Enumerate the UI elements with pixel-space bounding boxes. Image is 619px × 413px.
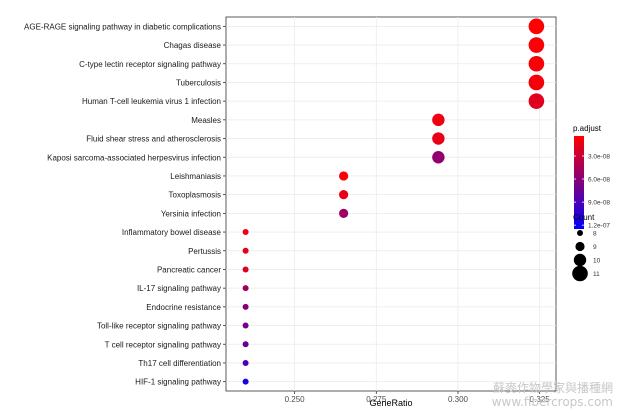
data-point xyxy=(528,93,545,109)
size-legend-keys: 8 9 10 11 xyxy=(572,230,601,282)
y-tick-label: Chagas disease xyxy=(164,41,222,50)
color-legend: p.adjust 3.0e-08 6.0e-08 9.0e-08 1.2e-07 xyxy=(573,124,610,230)
watermark-line-2: www.fibercrops.com xyxy=(491,395,613,409)
size-legend-key xyxy=(575,241,585,252)
data-point xyxy=(242,247,249,254)
y-tick-label: T cell receptor signaling pathway xyxy=(105,340,221,349)
x-axis-ticks: 0.250 0.275 0.300 0.325 xyxy=(285,391,551,404)
y-tick-label: Endocrine resistance xyxy=(146,303,221,312)
size-legend-label: 8 xyxy=(593,231,597,238)
watermark: 蘇麥作物學家與播種網 www.fibercrops.com xyxy=(492,381,613,409)
y-tick-label: Pancreatic cancer xyxy=(157,265,221,274)
plot-panel xyxy=(225,16,557,392)
color-legend-label: 9.0e-08 xyxy=(588,200,610,207)
data-point xyxy=(242,266,249,273)
y-tick-label: Fluid shear stress and atherosclerosis xyxy=(86,135,221,144)
size-legend-label: 9 xyxy=(593,244,597,251)
y-tick-label: C-type lectin receptor signaling pathway xyxy=(79,60,221,69)
size-legend-key xyxy=(577,230,583,236)
watermark-line-1: 蘇麥作物學家與播種網 xyxy=(492,381,613,395)
data-point xyxy=(242,303,249,310)
data-point xyxy=(242,341,249,348)
y-tick-label: Inflammatory bowel disease xyxy=(122,228,222,237)
data-point xyxy=(528,18,545,35)
data-point xyxy=(528,55,545,72)
color-legend-label: 6.0e-08 xyxy=(588,177,610,184)
y-tick-label: Toll-like receptor signaling pathway xyxy=(97,322,221,331)
y-tick-label: HIF-1 signaling pathway xyxy=(135,378,221,387)
size-legend: Count 8 9 10 11 xyxy=(572,213,601,282)
data-point xyxy=(242,322,249,329)
y-axis-labels: AGE-RAGE signaling pathway in diabetic c… xyxy=(24,22,226,387)
data-point xyxy=(242,378,249,385)
size-legend-title: Count xyxy=(573,213,595,222)
color-legend-ticks: 3.0e-08 6.0e-08 9.0e-08 1.2e-07 xyxy=(574,153,610,230)
x-tick-label: 0.325 xyxy=(530,395,551,404)
data-point xyxy=(528,74,545,91)
x-tick-label: 0.275 xyxy=(366,395,387,404)
data-points xyxy=(242,18,545,385)
color-legend-label: 3.0e-08 xyxy=(588,153,610,160)
color-legend-label: 1.2e-07 xyxy=(588,223,610,230)
data-point xyxy=(432,151,445,164)
x-tick-label: 0.300 xyxy=(448,395,469,404)
data-point xyxy=(242,285,249,292)
data-point xyxy=(242,229,249,236)
x-tick-label: 0.250 xyxy=(285,395,306,404)
size-legend-key xyxy=(572,265,588,282)
y-tick-label: Leishmaniasis xyxy=(170,172,221,181)
y-tick-label: AGE-RAGE signaling pathway in diabetic c… xyxy=(24,22,221,31)
y-tick-label: Tuberculosis xyxy=(176,78,221,87)
data-point xyxy=(339,190,349,200)
data-point xyxy=(339,171,349,181)
y-gridlines xyxy=(226,25,556,383)
y-tick-label: Measles xyxy=(191,116,221,125)
x-axis-title: GeneRatio xyxy=(369,398,412,408)
y-tick-label: Toxoplasmosis xyxy=(169,191,221,200)
size-legend-label: 11 xyxy=(593,271,600,278)
size-legend-key xyxy=(573,253,587,267)
data-point xyxy=(432,113,445,127)
y-tick-label: Pertussis xyxy=(188,247,221,256)
data-point xyxy=(242,359,249,366)
color-legend-title: p.adjust xyxy=(573,124,602,133)
data-point xyxy=(528,37,545,53)
y-tick-label: Human T-cell leukemia virus 1 infection xyxy=(82,97,221,106)
y-tick-label: Yersinia infection xyxy=(161,209,221,218)
y-tick-label: IL-17 signaling pathway xyxy=(137,284,221,293)
data-point xyxy=(339,208,349,218)
y-tick-label: Th17 cell differentiation xyxy=(138,359,221,368)
data-point xyxy=(432,132,445,145)
y-tick-label: Kaposi sarcoma-associated herpesvirus in… xyxy=(47,153,221,162)
size-legend-label: 10 xyxy=(593,258,601,265)
color-legend-bar xyxy=(574,136,584,229)
